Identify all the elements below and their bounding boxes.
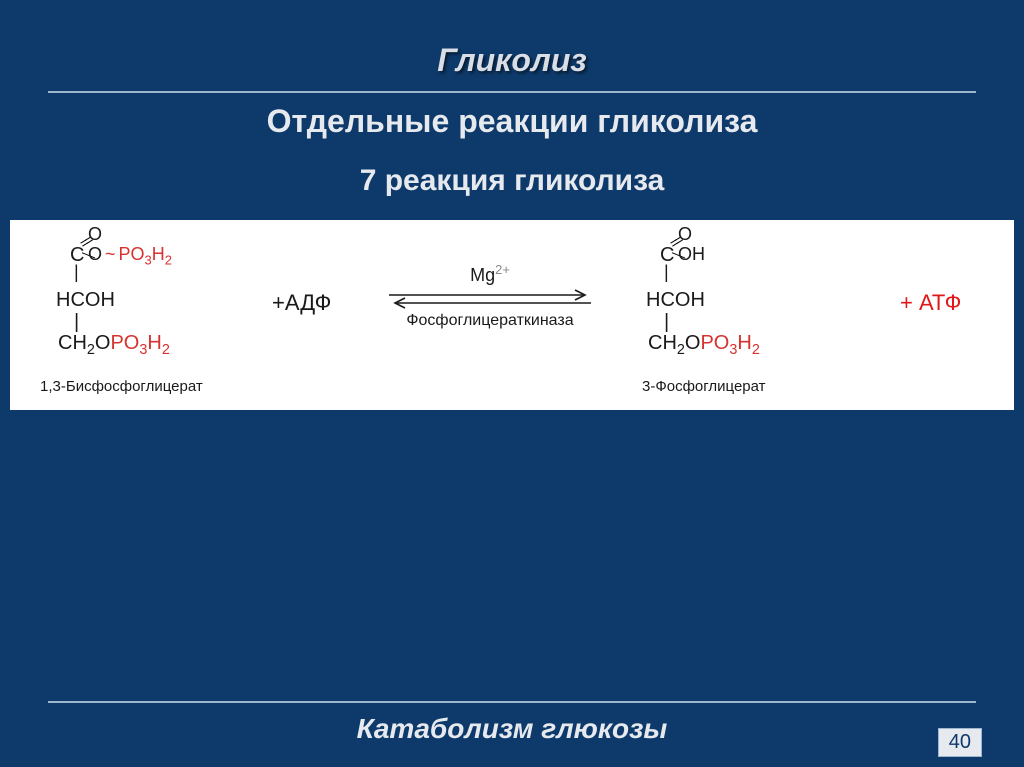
o-atom: O [678, 224, 692, 245]
plus-adp: +АДФ [272, 290, 331, 316]
o-p-group: O~PO3H2 [88, 244, 172, 268]
subheading: 7 реакция гликолиза [0, 164, 1024, 198]
right-molecule: C == O — OH | HCOH | CH2OPO3H2 [660, 226, 760, 359]
hcoh-line: HCOH [646, 288, 760, 313]
left-molecule-label: 1,3-Бисфосфоглицерат [40, 378, 203, 395]
reaction-arrow: Mg2+ Фосфоглицераткиназа [380, 262, 600, 330]
plus-atp: + АТФ [900, 290, 961, 316]
footer-title: Катаболизм глюкозы [0, 713, 1024, 745]
enzyme-label: Фосфоглицераткиназа [380, 312, 600, 330]
header-rule [48, 91, 976, 93]
subtitle: Отдельные реакции гликолиза [0, 103, 1024, 140]
hcoh-line: HCOH [56, 288, 170, 313]
slide-header: Гликолиз Отдельные реакции гликолиза 7 р… [0, 0, 1024, 198]
bond-bar: | [664, 262, 669, 283]
oh-group: OH [678, 244, 705, 265]
page-number: 40 [938, 728, 982, 757]
ch2-line: CH2OPO3H2 [58, 331, 170, 359]
section-title: Гликолиз [0, 42, 1024, 79]
arrow-top-label: Mg2+ [380, 262, 600, 286]
slide: Гликолиз Отдельные реакции гликолиза 7 р… [0, 0, 1024, 767]
o-atom: O [88, 224, 102, 245]
reaction-panel: C == O — O~PO3H2 | HCOH | CH2OPO3H2 1,3-… [10, 220, 1014, 410]
slide-footer: Катаболизм глюкозы 40 [0, 701, 1024, 767]
left-molecule: C == O — O~PO3H2 | HCOH | CH2OPO3H2 [70, 226, 170, 359]
bond-bar: | [664, 313, 760, 331]
equilibrium-arrows-icon [380, 288, 600, 310]
bond-bar: | [74, 262, 79, 283]
footer-rule [48, 701, 976, 703]
right-molecule-label: 3-Фосфоглицерат [642, 378, 766, 395]
bond-bar: | [74, 313, 170, 331]
ch2-line: CH2OPO3H2 [648, 331, 760, 359]
